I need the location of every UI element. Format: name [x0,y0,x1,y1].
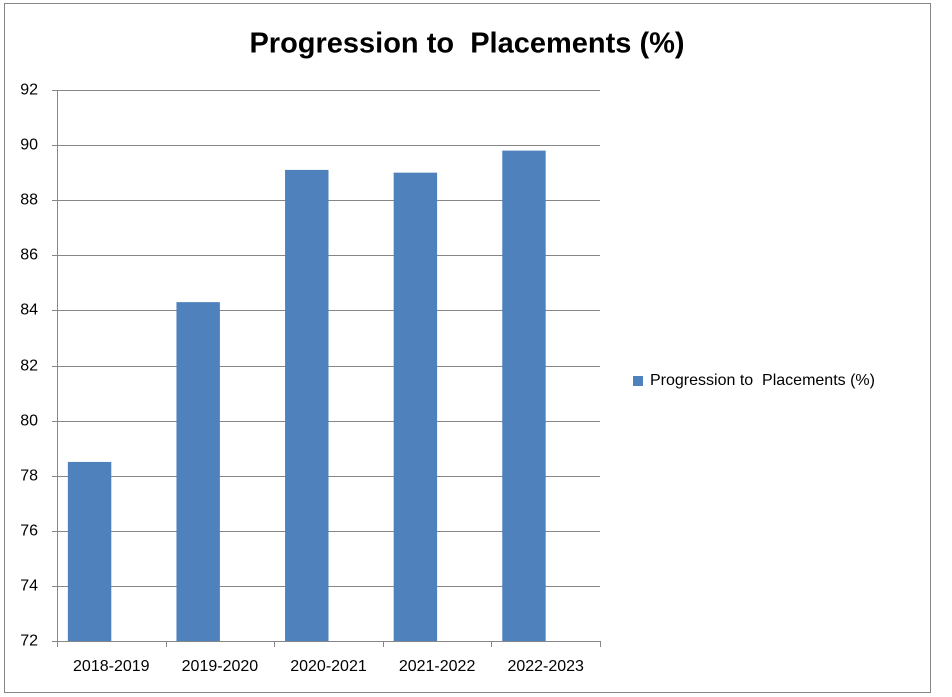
y-tick-label: 72 [20,633,38,650]
x-tick-label: 2022-2023 [507,658,584,675]
y-tick-label: 78 [20,468,38,485]
legend-label: Progression to Placements (%) [650,372,875,389]
bar [502,150,546,642]
y-tick-label: 86 [20,247,38,264]
y-tick-label: 88 [20,192,38,209]
chart-border [4,3,931,693]
y-tick-label: 82 [20,358,38,375]
x-tick-label: 2018-2019 [73,658,150,675]
y-tick-label: 74 [20,578,38,595]
bar [393,172,438,641]
bar [176,302,220,641]
x-tick-label: 2021-2022 [399,658,476,675]
y-tick-label: 76 [20,523,38,540]
legend-swatch [633,376,643,386]
chart-title: Progression to Placements (%) [249,28,684,60]
x-tick-label: 2020-2021 [290,658,367,675]
y-tick-label: 90 [20,137,38,154]
y-tick-label: 92 [20,82,38,99]
x-tick-label: 2019-2020 [182,658,259,675]
y-tick-label: 84 [20,302,38,319]
bar [67,461,112,641]
bar [285,169,329,641]
y-tick-label: 80 [20,413,38,430]
